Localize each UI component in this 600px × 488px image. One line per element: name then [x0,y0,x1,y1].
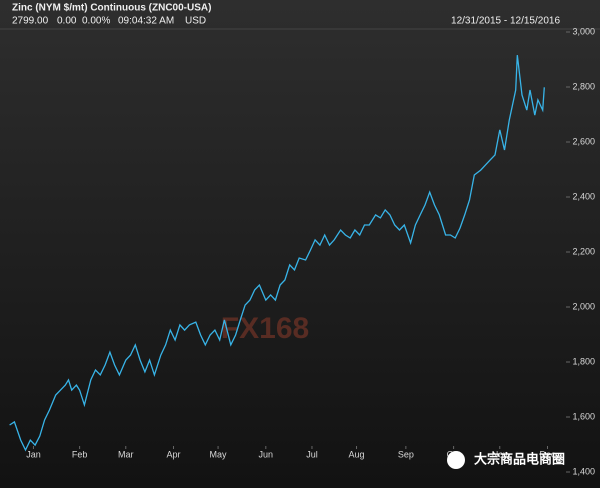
quote-currency: USD [185,16,206,27]
y-tick-label: 3,000 [572,26,595,36]
x-tick-label: May [210,449,228,459]
y-tick-label: 1,600 [572,411,595,421]
x-tick-label: Jan [26,449,41,459]
date-range: 12/31/2015 - 12/15/2016 [451,16,560,27]
watermark: FX168 [221,312,309,345]
y-tick-label: 1,400 [572,466,595,476]
y-tick-label: 1,800 [572,356,595,366]
x-tick-label: Jul [306,449,318,459]
chart-title: Zinc (NYM $/mt) Continuous (ZNC00-USA) [12,3,211,14]
x-tick-label: Jun [259,449,274,459]
y-tick-label: 2,800 [572,81,595,91]
footer-text: 大宗商品电商圈 [474,451,565,466]
y-tick-label: 2,000 [572,301,595,311]
y-tick-label: 2,400 [572,191,595,201]
x-tick-label: Nov [492,449,509,459]
footer-icon [447,451,465,469]
price-line [9,55,545,452]
x-tick-label: Apr [167,449,181,459]
x-tick-label: Dec [539,449,556,459]
x-tick-label: Feb [72,449,88,459]
x-tick-label: Sep [398,449,414,459]
x-tick-label: Mar [118,449,134,459]
y-tick-label: 2,200 [572,246,595,256]
quote-change-pct: 0.00% [82,16,110,27]
x-tick-label: Aug [349,449,365,459]
quote-last: 2799.00 [12,16,49,27]
y-tick-label: 2,600 [572,136,595,146]
quote-time: 09:04:32 AM [118,16,174,27]
quote-change: 0.00 [57,16,77,27]
